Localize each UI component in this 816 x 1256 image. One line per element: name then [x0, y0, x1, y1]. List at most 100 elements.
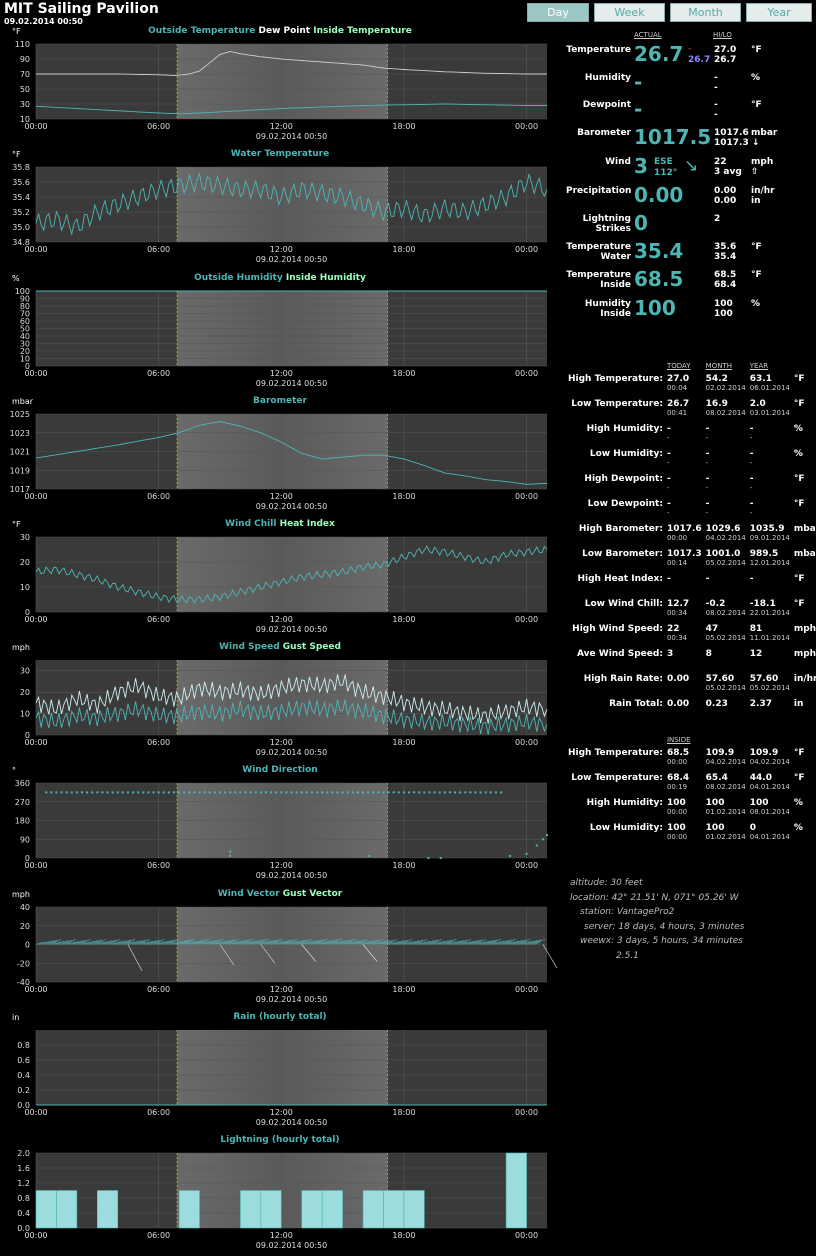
- current-hi-temp: 27.0: [714, 45, 737, 55]
- direction-point: [368, 854, 371, 857]
- stats-row: Low Temperature: 26.7 00:41 16.9 08.02.2014 2…: [566, 399, 816, 424]
- wind-vector: [418, 941, 427, 945]
- gust-vector: [542, 944, 558, 969]
- wind-vector: [403, 941, 412, 945]
- stats-label: Low Dewpoint:: [587, 499, 663, 509]
- stats-label: High Wind Speed:: [572, 624, 663, 634]
- stats-unit: in: [793, 699, 804, 709]
- tab-year[interactable]: Year: [746, 3, 812, 22]
- stats-value: -: [665, 574, 704, 599]
- wind-vector: [440, 939, 453, 945]
- chart-title: Barometer: [0, 396, 560, 406]
- x-caption: 09.02.2014 00:50: [256, 379, 327, 388]
- wind-vector: [124, 941, 131, 945]
- daylight-band: [177, 1153, 388, 1228]
- stats-value: 0.23: [704, 699, 748, 724]
- x-tick-label: 12:00: [270, 985, 293, 994]
- lightning-bar: [403, 1190, 425, 1229]
- tab-week[interactable]: Week: [594, 3, 665, 22]
- direction-point: [423, 791, 426, 794]
- wind-vector: [367, 939, 379, 945]
- tab-day[interactable]: Day: [527, 3, 589, 22]
- direction-point: [300, 791, 303, 794]
- stats-unit: °F: [793, 599, 805, 609]
- stats-value: 8: [704, 649, 748, 674]
- wind-vector: [313, 938, 328, 945]
- x-caption: 09.02.2014 00:50: [256, 748, 327, 757]
- current-unit-precip: in/hr: [751, 186, 775, 196]
- wind-vector: [256, 941, 264, 945]
- x-tick-label: 00:00: [515, 1108, 538, 1117]
- stats-date: 08.02.2014: [705, 609, 746, 617]
- y-tick-label: 35.4: [12, 193, 30, 202]
- wind-vector: [273, 941, 283, 945]
- y-tick-label: 30: [20, 100, 30, 109]
- x-tick-label: 18:00: [392, 1231, 415, 1240]
- direction-point: [65, 791, 68, 794]
- stats-header: YEAR: [749, 362, 769, 370]
- direction-point: [178, 791, 181, 794]
- wind-vector: [48, 939, 62, 945]
- wind-vector: [146, 940, 157, 945]
- y-unit: °F: [12, 150, 21, 159]
- wind-vector: [80, 942, 86, 945]
- wind-vector: [526, 940, 538, 945]
- stats-value-text: 8: [705, 649, 712, 659]
- stats-label: High Humidity:: [586, 424, 663, 434]
- y-tick-label: 1.6: [17, 1164, 30, 1173]
- chart-title-part: Inside Humidity: [282, 273, 366, 283]
- y-tick-label: 2.0: [17, 1149, 30, 1158]
- stats-label: High Humidity:: [586, 798, 663, 808]
- x-caption: 09.02.2014 00:50: [256, 871, 327, 880]
- current-lo-inside: 68.4: [714, 280, 737, 290]
- x-tick-label: 18:00: [392, 369, 415, 378]
- direction-point: [326, 791, 329, 794]
- wind-vector: [185, 941, 194, 945]
- stats-value: 57.60 05.02.2014: [748, 674, 792, 699]
- wind-vector: [271, 941, 279, 945]
- x-tick-label: 12:00: [270, 1108, 293, 1117]
- direction-point: [142, 791, 145, 794]
- gust-vector: [301, 944, 316, 962]
- stats-header-row: TODAY MONTH YEAR: [566, 362, 816, 374]
- x-tick-label: 12:00: [270, 615, 293, 624]
- stats-row: High Heat Index: - - - °F: [566, 574, 816, 599]
- direction-point: [489, 791, 492, 794]
- y-tick-label: 20: [20, 922, 30, 931]
- stats-unit: °F: [793, 474, 805, 484]
- stats-value: 100 00:00: [665, 798, 704, 823]
- wind-vector: [190, 940, 202, 945]
- stats-date: -: [705, 509, 709, 517]
- y-tick-label: 10: [20, 583, 30, 592]
- wind-vector: [452, 940, 464, 945]
- current-unit-humidity: %: [751, 73, 761, 83]
- wind-vector: [259, 941, 268, 945]
- chart-title-part: Wind Vector: [217, 889, 280, 899]
- current-value-humidity: -: [634, 70, 643, 94]
- direction-point: [275, 791, 278, 794]
- tab-month[interactable]: Month: [670, 3, 741, 22]
- wind-vector: [342, 938, 358, 945]
- stats-unit: °F: [793, 399, 805, 409]
- current-label-baro: Barometer: [577, 128, 631, 138]
- y-tick-label: 0: [25, 608, 30, 617]
- wind-vector: [151, 938, 165, 945]
- wind-arrow-icon: ↘: [684, 156, 699, 176]
- wind-vector: [195, 938, 210, 945]
- wind-vector: [65, 942, 72, 945]
- stats-value-text: 68.5: [666, 748, 690, 758]
- stats-label: High Dewpoint:: [584, 474, 663, 484]
- wind-vector: [232, 940, 242, 945]
- wind-vector: [224, 938, 239, 945]
- wind-vector: [148, 939, 161, 945]
- direction-point: [213, 791, 216, 794]
- stats-value: 100 08.01.2014: [748, 798, 792, 823]
- y-tick-label: 0.4: [17, 1209, 30, 1218]
- stats-label: Low Humidity:: [589, 823, 663, 833]
- stats-date: -: [749, 434, 753, 442]
- stats-date: -: [749, 509, 753, 517]
- stats-value: 109.9 04.02.2014: [704, 748, 748, 773]
- wind-vector: [349, 940, 361, 945]
- wind-vector: [381, 939, 394, 945]
